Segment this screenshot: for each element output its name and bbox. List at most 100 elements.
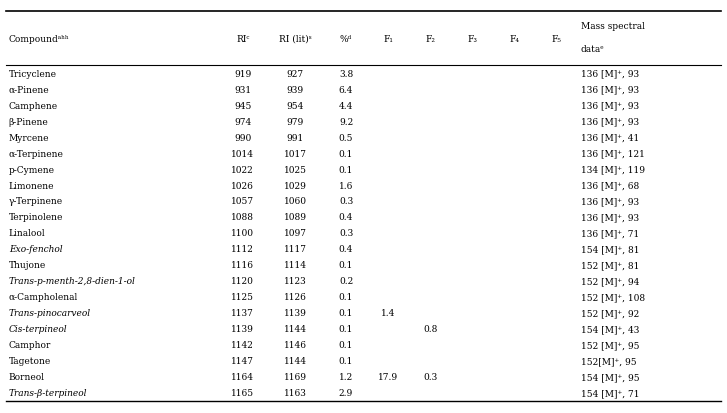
Text: Camphene: Camphene [9,102,58,110]
Text: 1.2: 1.2 [339,372,353,381]
Text: 136 [M]⁺, 93: 136 [M]⁺, 93 [581,69,639,78]
Text: 1.4: 1.4 [381,309,395,318]
Text: 1117: 1117 [284,245,307,254]
Text: 1144: 1144 [284,356,307,365]
Text: 1025: 1025 [284,165,307,174]
Text: 0.8: 0.8 [423,325,438,333]
Text: Tagetone: Tagetone [9,356,51,365]
Text: RIᶜ: RIᶜ [236,35,249,44]
Text: 1139: 1139 [231,325,254,333]
Text: 152[M]⁺, 95: 152[M]⁺, 95 [581,356,637,365]
Text: 152 [M]⁺, 108: 152 [M]⁺, 108 [581,292,645,301]
Text: Terpinolene: Terpinolene [9,213,63,222]
Text: Myrcene: Myrcene [9,133,49,142]
Text: 152 [M]⁺, 81: 152 [M]⁺, 81 [581,261,639,270]
Text: 1169: 1169 [284,372,307,381]
Text: 1116: 1116 [231,261,254,270]
Text: Mass spectral: Mass spectral [581,22,645,31]
Text: 1165: 1165 [231,388,254,397]
Text: 154 [M]⁺, 71: 154 [M]⁺, 71 [581,388,639,397]
Text: 939: 939 [286,85,304,95]
Text: 990: 990 [234,133,252,142]
Text: Borneol: Borneol [9,372,45,381]
Text: F₂: F₂ [425,35,435,44]
Text: 979: 979 [286,117,304,126]
Text: p-Cymene: p-Cymene [9,165,55,174]
Text: 1026: 1026 [231,181,254,190]
Text: 0.2: 0.2 [339,277,353,286]
Text: 954: 954 [286,102,304,110]
Text: 1022: 1022 [231,165,254,174]
Text: 136 [M]⁺, 121: 136 [M]⁺, 121 [581,149,645,158]
Text: RI (lit)ˢ: RI (lit)ˢ [278,35,312,44]
Text: F₃: F₃ [467,35,478,44]
Text: 1057: 1057 [231,197,254,206]
Text: 1112: 1112 [231,245,254,254]
Text: 927: 927 [286,69,304,78]
Text: 3.8: 3.8 [339,69,353,78]
Text: 1114: 1114 [284,261,307,270]
Text: 1017: 1017 [284,149,307,158]
Text: Trans-β-terpineol: Trans-β-terpineol [9,388,87,397]
Text: 0.1: 0.1 [339,309,353,318]
Text: 2.9: 2.9 [339,388,353,397]
Text: 136 [M]⁺, 93: 136 [M]⁺, 93 [581,102,639,110]
Text: 136 [M]⁺, 93: 136 [M]⁺, 93 [581,197,639,206]
Text: 1137: 1137 [231,309,254,318]
Text: 17.9: 17.9 [378,372,398,381]
Text: 154 [M]⁺, 43: 154 [M]⁺, 43 [581,325,639,333]
Text: 136 [M]⁺, 93: 136 [M]⁺, 93 [581,85,639,95]
Text: 0.1: 0.1 [339,356,353,365]
Text: 1060: 1060 [284,197,307,206]
Text: Camphor: Camphor [9,340,51,349]
Text: β-Pinene: β-Pinene [9,117,49,126]
Text: 1088: 1088 [231,213,254,222]
Text: 134 [M]⁺, 119: 134 [M]⁺, 119 [581,165,645,174]
Text: 136 [M]⁺, 93: 136 [M]⁺, 93 [581,213,639,222]
Text: α-Campholenal: α-Campholenal [9,292,78,301]
Text: Compoundᵃʰʰ: Compoundᵃʰʰ [9,35,70,44]
Text: γ-Terpinene: γ-Terpinene [9,197,63,206]
Text: 152 [M]⁺, 95: 152 [M]⁺, 95 [581,340,639,349]
Text: 1147: 1147 [231,356,254,365]
Text: 152 [M]⁺, 94: 152 [M]⁺, 94 [581,277,639,286]
Text: Exo-fenchol: Exo-fenchol [9,245,63,254]
Text: 1126: 1126 [284,292,307,301]
Text: 1146: 1146 [284,340,307,349]
Text: F₄: F₄ [510,35,520,44]
Text: dataᵉ: dataᵉ [581,45,605,54]
Text: 0.3: 0.3 [423,372,438,381]
Text: Thujone: Thujone [9,261,46,270]
Text: 1164: 1164 [231,372,254,381]
Text: 154 [M]⁺, 95: 154 [M]⁺, 95 [581,372,640,381]
Text: 154 [M]⁺, 81: 154 [M]⁺, 81 [581,245,639,254]
Text: 1163: 1163 [284,388,307,397]
Text: 991: 991 [286,133,304,142]
Text: 919: 919 [234,69,252,78]
Text: 136 [M]⁺, 71: 136 [M]⁺, 71 [581,229,639,238]
Text: 136 [M]⁺, 41: 136 [M]⁺, 41 [581,133,639,142]
Text: 945: 945 [234,102,252,110]
Text: 0.1: 0.1 [339,149,353,158]
Text: 136 [M]⁺, 93: 136 [M]⁺, 93 [581,117,639,126]
Text: 1120: 1120 [231,277,254,286]
Text: 1097: 1097 [284,229,307,238]
Text: 1.6: 1.6 [339,181,353,190]
Text: F₁: F₁ [383,35,393,44]
Text: α-Pinene: α-Pinene [9,85,49,95]
Text: F₅: F₅ [552,35,562,44]
Text: Linalool: Linalool [9,229,45,238]
Text: 0.3: 0.3 [339,197,353,206]
Text: 0.1: 0.1 [339,165,353,174]
Text: Cis-terpineol: Cis-terpineol [9,325,68,333]
Text: Tricyclene: Tricyclene [9,69,57,78]
Text: 931: 931 [234,85,252,95]
Text: 136 [M]⁺, 68: 136 [M]⁺, 68 [581,181,639,190]
Text: 974: 974 [234,117,252,126]
Text: 1139: 1139 [284,309,307,318]
Text: 0.1: 0.1 [339,325,353,333]
Text: 9.2: 9.2 [339,117,353,126]
Text: Trans-pinocarveol: Trans-pinocarveol [9,309,91,318]
Text: Trans-p-menth-2,8-dien-1-ol: Trans-p-menth-2,8-dien-1-ol [9,277,136,286]
Text: 0.1: 0.1 [339,340,353,349]
